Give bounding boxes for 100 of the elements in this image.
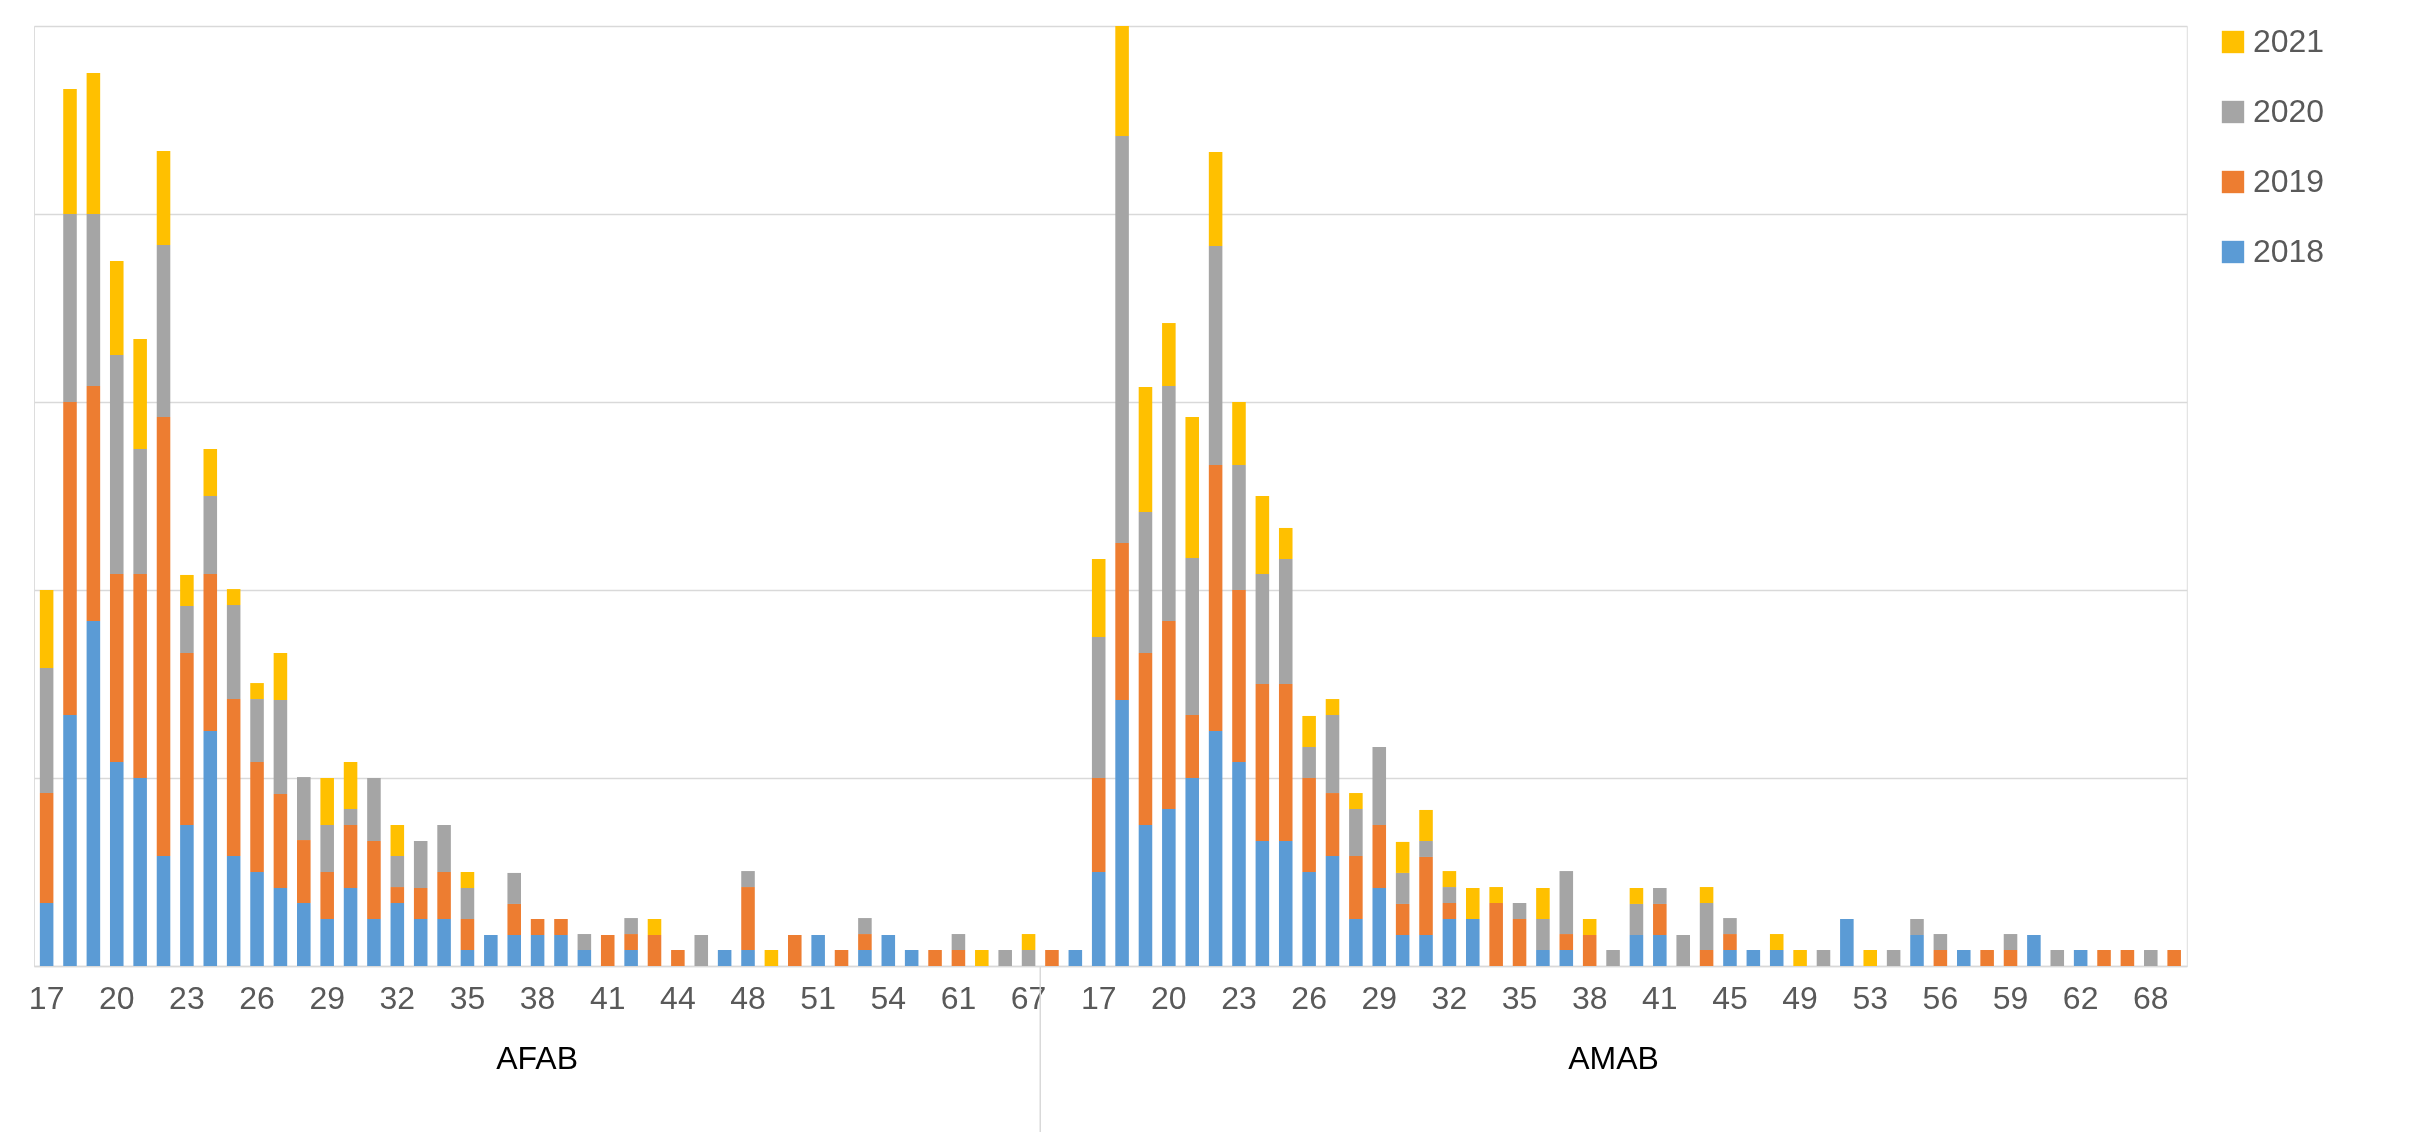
bar	[1372, 746, 1387, 825]
bar	[133, 778, 147, 966]
bar	[1466, 919, 1480, 966]
x-tick-label: 17	[28, 980, 65, 1017]
x-tick-label: 48	[730, 980, 766, 1017]
bar	[63, 402, 77, 716]
bar	[86, 73, 101, 214]
bar	[1653, 887, 1667, 904]
bar	[63, 88, 77, 214]
bar	[858, 934, 872, 951]
bar	[1091, 778, 1106, 872]
bar	[437, 872, 451, 919]
bar	[86, 386, 101, 622]
bar	[343, 809, 358, 825]
bar	[1653, 903, 1667, 935]
bar	[320, 919, 334, 966]
bar	[413, 887, 428, 919]
bar	[133, 339, 147, 449]
bar	[671, 950, 685, 966]
bar	[39, 793, 54, 904]
bar	[343, 825, 358, 888]
bar	[1699, 950, 1714, 966]
x-tick-label: 54	[870, 980, 907, 1017]
bar	[1372, 887, 1387, 966]
bar	[1185, 715, 1200, 778]
bar	[203, 574, 218, 731]
bar	[297, 777, 311, 841]
x-tick-label: 53	[1852, 980, 1889, 1017]
bar	[1325, 856, 1340, 966]
bar	[811, 934, 825, 966]
bar	[1278, 684, 1293, 841]
x-tick-label: 45	[1712, 980, 1748, 1017]
bar	[1840, 919, 1854, 966]
bar	[1115, 543, 1129, 700]
x-tick-label: 32	[379, 980, 416, 1017]
bar	[1232, 464, 1246, 590]
x-tick-label: 26	[1291, 980, 1327, 1017]
x-tick-label: 17	[1080, 980, 1117, 1017]
bar	[858, 918, 872, 935]
bar	[741, 887, 755, 951]
bar	[881, 934, 896, 966]
x-tick-label: 41	[1642, 980, 1678, 1017]
bar	[858, 950, 872, 966]
bar	[156, 417, 171, 857]
bar	[86, 214, 101, 387]
bar	[928, 950, 942, 966]
bar	[273, 793, 288, 888]
bar	[1185, 778, 1200, 966]
bar	[600, 934, 615, 966]
bar	[39, 903, 54, 966]
bar	[367, 840, 381, 919]
bar	[1746, 950, 1761, 966]
bar	[156, 856, 171, 966]
bar	[1185, 558, 1200, 716]
x-tick-label: 23	[1221, 980, 1257, 1017]
bar	[63, 214, 77, 402]
bar	[1232, 590, 1246, 763]
bar	[1395, 841, 1410, 873]
bar	[507, 903, 521, 935]
bar	[2167, 950, 2181, 966]
bar	[133, 449, 147, 575]
bar	[1278, 558, 1293, 684]
bar	[1255, 840, 1270, 966]
bar	[39, 668, 54, 794]
bar	[1325, 699, 1340, 716]
bar	[1395, 934, 1410, 966]
bar	[1162, 386, 1176, 622]
bar	[203, 449, 218, 496]
bar	[507, 934, 521, 966]
bar	[554, 934, 568, 966]
bar	[320, 778, 334, 825]
bar	[577, 950, 592, 966]
bar	[1816, 950, 1831, 966]
bar	[484, 934, 498, 966]
x-tick-label: 62	[2062, 980, 2099, 1017]
bar	[1723, 934, 1737, 951]
bar	[1956, 950, 1971, 966]
bar	[2050, 950, 2065, 966]
x-tick-label: 35	[1501, 980, 1538, 1017]
x-tick-label: 20	[98, 980, 135, 1017]
bar	[437, 919, 451, 966]
bar	[390, 825, 405, 857]
bar	[2003, 950, 2018, 966]
bar	[1559, 871, 1574, 935]
bar	[1208, 151, 1223, 246]
bar	[1091, 558, 1106, 637]
bar	[460, 887, 475, 919]
bar	[1723, 950, 1737, 966]
bar	[1653, 934, 1667, 966]
bar	[413, 840, 428, 888]
bar	[180, 574, 194, 606]
bar	[203, 731, 218, 966]
bar	[624, 934, 638, 951]
bar	[1442, 903, 1457, 919]
bar	[1349, 919, 1363, 966]
bar	[297, 903, 311, 966]
legend-label: 2021	[2253, 23, 2325, 59]
bar	[133, 574, 147, 778]
bar	[390, 903, 405, 966]
bar	[554, 919, 568, 935]
